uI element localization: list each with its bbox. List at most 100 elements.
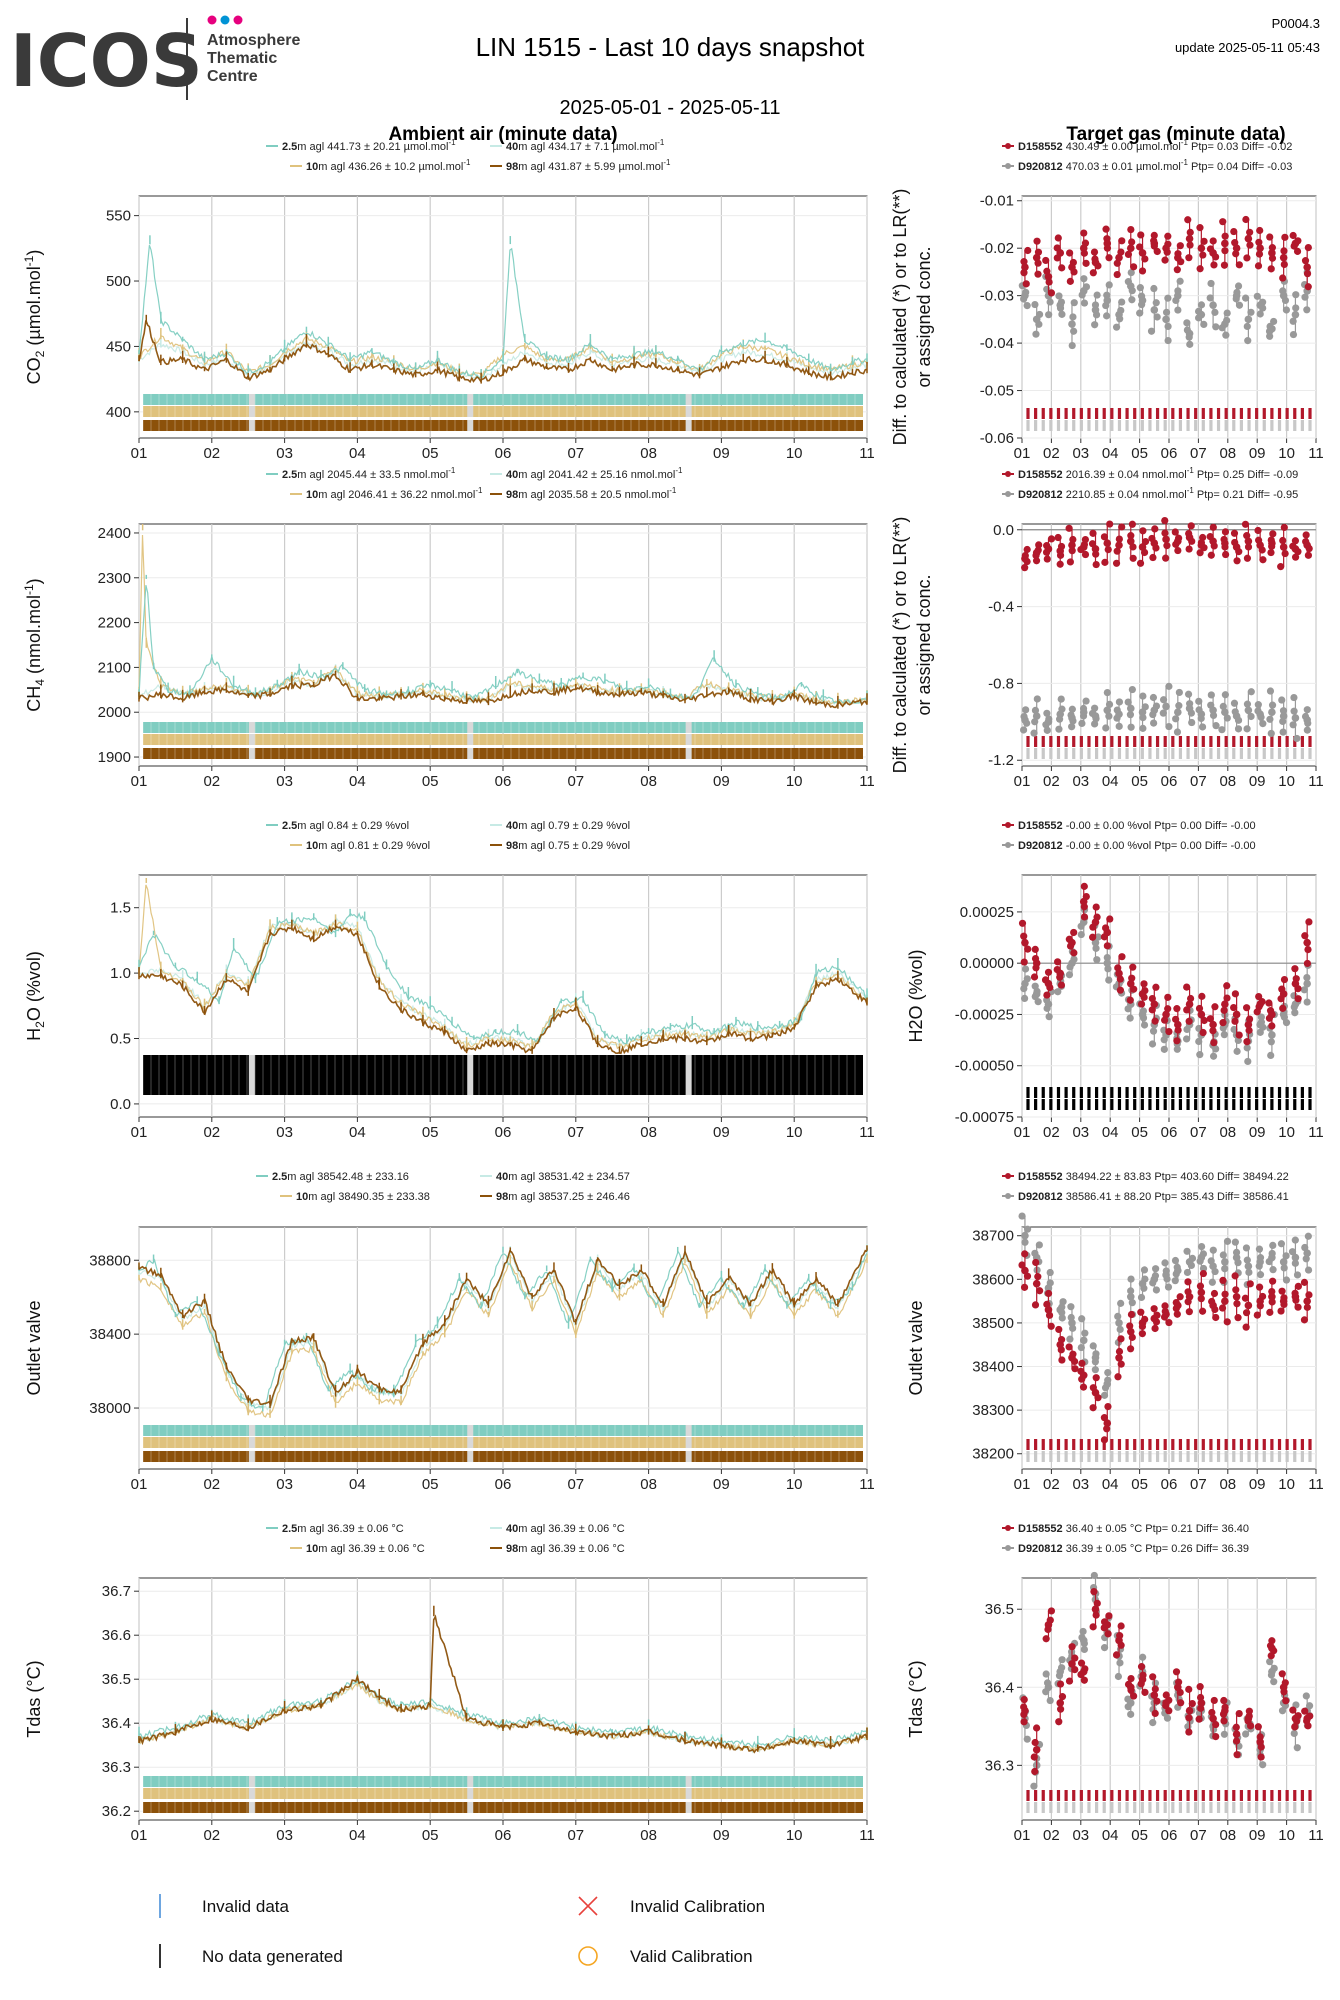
target-flag-mark [1072,1099,1076,1110]
target-point-d920812 [1044,1683,1053,1692]
target-point-d158552 [1302,531,1310,539]
target-flag-mark [1148,1099,1152,1110]
target-point-d158552 [1036,1287,1044,1295]
target-point-d158552 [1232,1730,1241,1738]
target-flag-mark [1262,408,1266,419]
target-flag-mark [1201,1790,1205,1801]
legend-entry: D920812 36.39 ± 0.05 °C Ptp= 0.26 Diff= … [1018,1543,1249,1555]
flag-gap [685,1802,692,1813]
target-point-d920812 [1091,306,1100,314]
target-point-d158552 [1056,560,1064,568]
flag-gap [467,420,474,431]
target-flag-mark [1026,1451,1030,1462]
target-flag-mark [1133,748,1137,759]
target-flag-mark [1041,736,1045,747]
target-point-d158552 [1129,543,1137,551]
target-flag-mark [1102,748,1106,759]
target-point-d158552 [1197,541,1206,549]
target-flag-mark [1034,1439,1038,1450]
legend-dot [1005,143,1011,149]
legend-entry: 10m agl 436.26 ± 10.2 µmol.mol-1 [306,158,471,173]
target-xtick-label: 08 [1219,1476,1236,1493]
target-flag-mark [1224,736,1228,747]
target-point-d158552 [1161,1016,1169,1024]
target-flag-mark [1232,736,1236,747]
target-point-d920812 [1056,710,1065,718]
target-flag-mark [1117,736,1122,747]
target-point-d158552 [1174,1026,1182,1034]
target-flag-mark [1194,1451,1198,1462]
ambient-xtick-label: 04 [349,1827,366,1844]
target-point-d158552 [1291,1723,1299,1731]
legend-height: 2.5 [282,141,297,153]
target-flag-mark [1049,1099,1053,1110]
legend-text: m agl 0.75 ± 0.29 %vol [518,840,630,852]
target-point-d920812 [1082,697,1090,705]
target-point-d158552 [1071,1654,1079,1662]
target-flag-mark [1216,1099,1221,1110]
target-point-d158552 [1199,1269,1208,1278]
target-point-d920812 [1021,1238,1029,1246]
target-point-d158552 [1126,1322,1134,1330]
target-point-d920812 [1292,291,1300,299]
target-flag-mark [1277,408,1282,419]
target-flag-mark [1270,1087,1274,1098]
ambient-xtick-label: 03 [276,1124,293,1141]
target-point-d158552 [1294,995,1302,1003]
target-flag-mark [1194,1790,1198,1801]
flag-gap [685,722,692,733]
target-flag-mark [1262,1439,1266,1450]
target-point-d158552 [1128,520,1136,528]
target-point-d158552 [1153,247,1161,256]
ylabel-rest: (nmol.mol [24,595,44,679]
ambient-xtick-label: 05 [422,1124,439,1141]
target-flag-mark [1178,1439,1183,1450]
target-point-d158552 [1091,1388,1100,1397]
target-point-d158552 [1138,249,1147,257]
legend-name: D158552 [1018,1523,1063,1535]
target-point-d158552 [1197,244,1206,252]
target-point-d920812 [1186,340,1194,348]
target-point-d158552 [1032,1258,1040,1267]
target-point-d920812 [1247,712,1255,721]
target-point-d158552 [1103,1419,1112,1428]
target-point-d920812 [1268,708,1276,717]
target-point-d920812 [1220,1031,1228,1039]
target-point-d920812 [1127,268,1135,277]
target-point-d158552 [1032,1745,1041,1754]
target-flag-mark [1056,1451,1061,1462]
target-point-d920812 [1093,291,1101,299]
target-point-d920812 [1197,310,1206,319]
target-point-d158552 [1138,1675,1147,1684]
target-point-d158552 [1256,226,1264,235]
target-point-d158552 [1210,261,1218,269]
target-xtick-label: 09 [1249,1124,1266,1141]
target-point-d920812 [1032,315,1041,324]
ylabel-main: H [24,1028,44,1041]
target-flag-mark [1308,408,1312,419]
target-xtick-label: 01 [1014,1124,1031,1141]
target-flag-mark [1072,420,1076,431]
target-point-d158552 [1070,949,1078,957]
target-flag-mark [1041,1451,1045,1462]
target-flag-mark [1049,420,1053,431]
target-flag-mark [1285,1099,1289,1110]
target-point-d158552 [1255,238,1263,246]
target-point-d920812 [1259,1761,1267,1769]
target-point-d920812 [1163,1714,1172,1722]
legend-text: 36.39 ± 0.05 °C [1063,1543,1143,1555]
target-point-d158552 [1267,548,1275,557]
legend-text: m agl 2035.58 ± 20.5 nmol.mol [518,489,669,501]
target-point-d158552 [1047,1322,1055,1330]
target-flag-mark [1186,1802,1190,1813]
target-point-d920812 [1206,294,1214,302]
target-point-d920812 [1184,690,1193,698]
target-point-d158552 [1281,233,1289,241]
target-point-d158552 [1055,1325,1063,1334]
legend-name: D920812 [1018,161,1063,173]
target-point-d158552 [1151,1017,1159,1025]
target-flag-mark [1094,408,1099,419]
flag-gap [248,406,255,417]
target-point-d920812 [1103,688,1111,697]
